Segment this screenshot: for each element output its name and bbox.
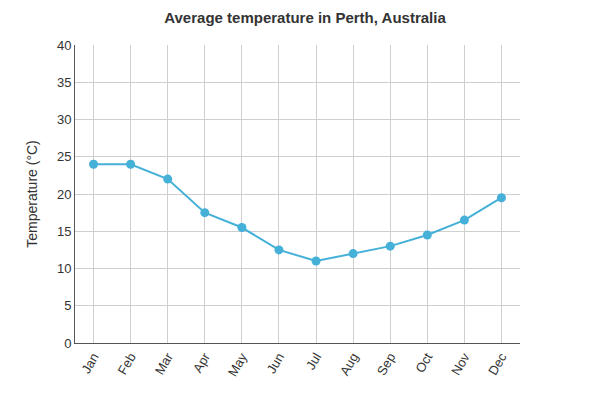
- svg-text:35: 35: [57, 75, 71, 90]
- svg-text:Nov: Nov: [448, 350, 473, 378]
- svg-text:0: 0: [64, 336, 71, 351]
- svg-text:10: 10: [57, 261, 71, 276]
- svg-text:25: 25: [57, 149, 71, 164]
- svg-text:Aug: Aug: [337, 350, 362, 378]
- svg-text:15: 15: [57, 224, 71, 239]
- svg-text:May: May: [225, 350, 251, 379]
- svg-text:Apr: Apr: [190, 350, 213, 376]
- svg-text:Dec: Dec: [485, 350, 510, 378]
- svg-text:5: 5: [64, 298, 71, 313]
- svg-text:40: 40: [57, 38, 71, 53]
- svg-text:Feb: Feb: [115, 350, 139, 377]
- svg-text:Oct: Oct: [412, 350, 435, 375]
- svg-text:Average temperature in Perth,: Average temperature in Perth, Australia: [164, 9, 446, 26]
- svg-text:Temperature (°C): Temperature (°C): [24, 140, 40, 248]
- svg-text:30: 30: [57, 112, 71, 127]
- svg-text:Mar: Mar: [152, 350, 177, 377]
- svg-text:Jul: Jul: [303, 350, 324, 372]
- svg-text:Sep: Sep: [374, 350, 399, 378]
- svg-text:Jun: Jun: [264, 350, 287, 376]
- svg-text:Jan: Jan: [78, 350, 101, 376]
- svg-text:20: 20: [57, 187, 71, 202]
